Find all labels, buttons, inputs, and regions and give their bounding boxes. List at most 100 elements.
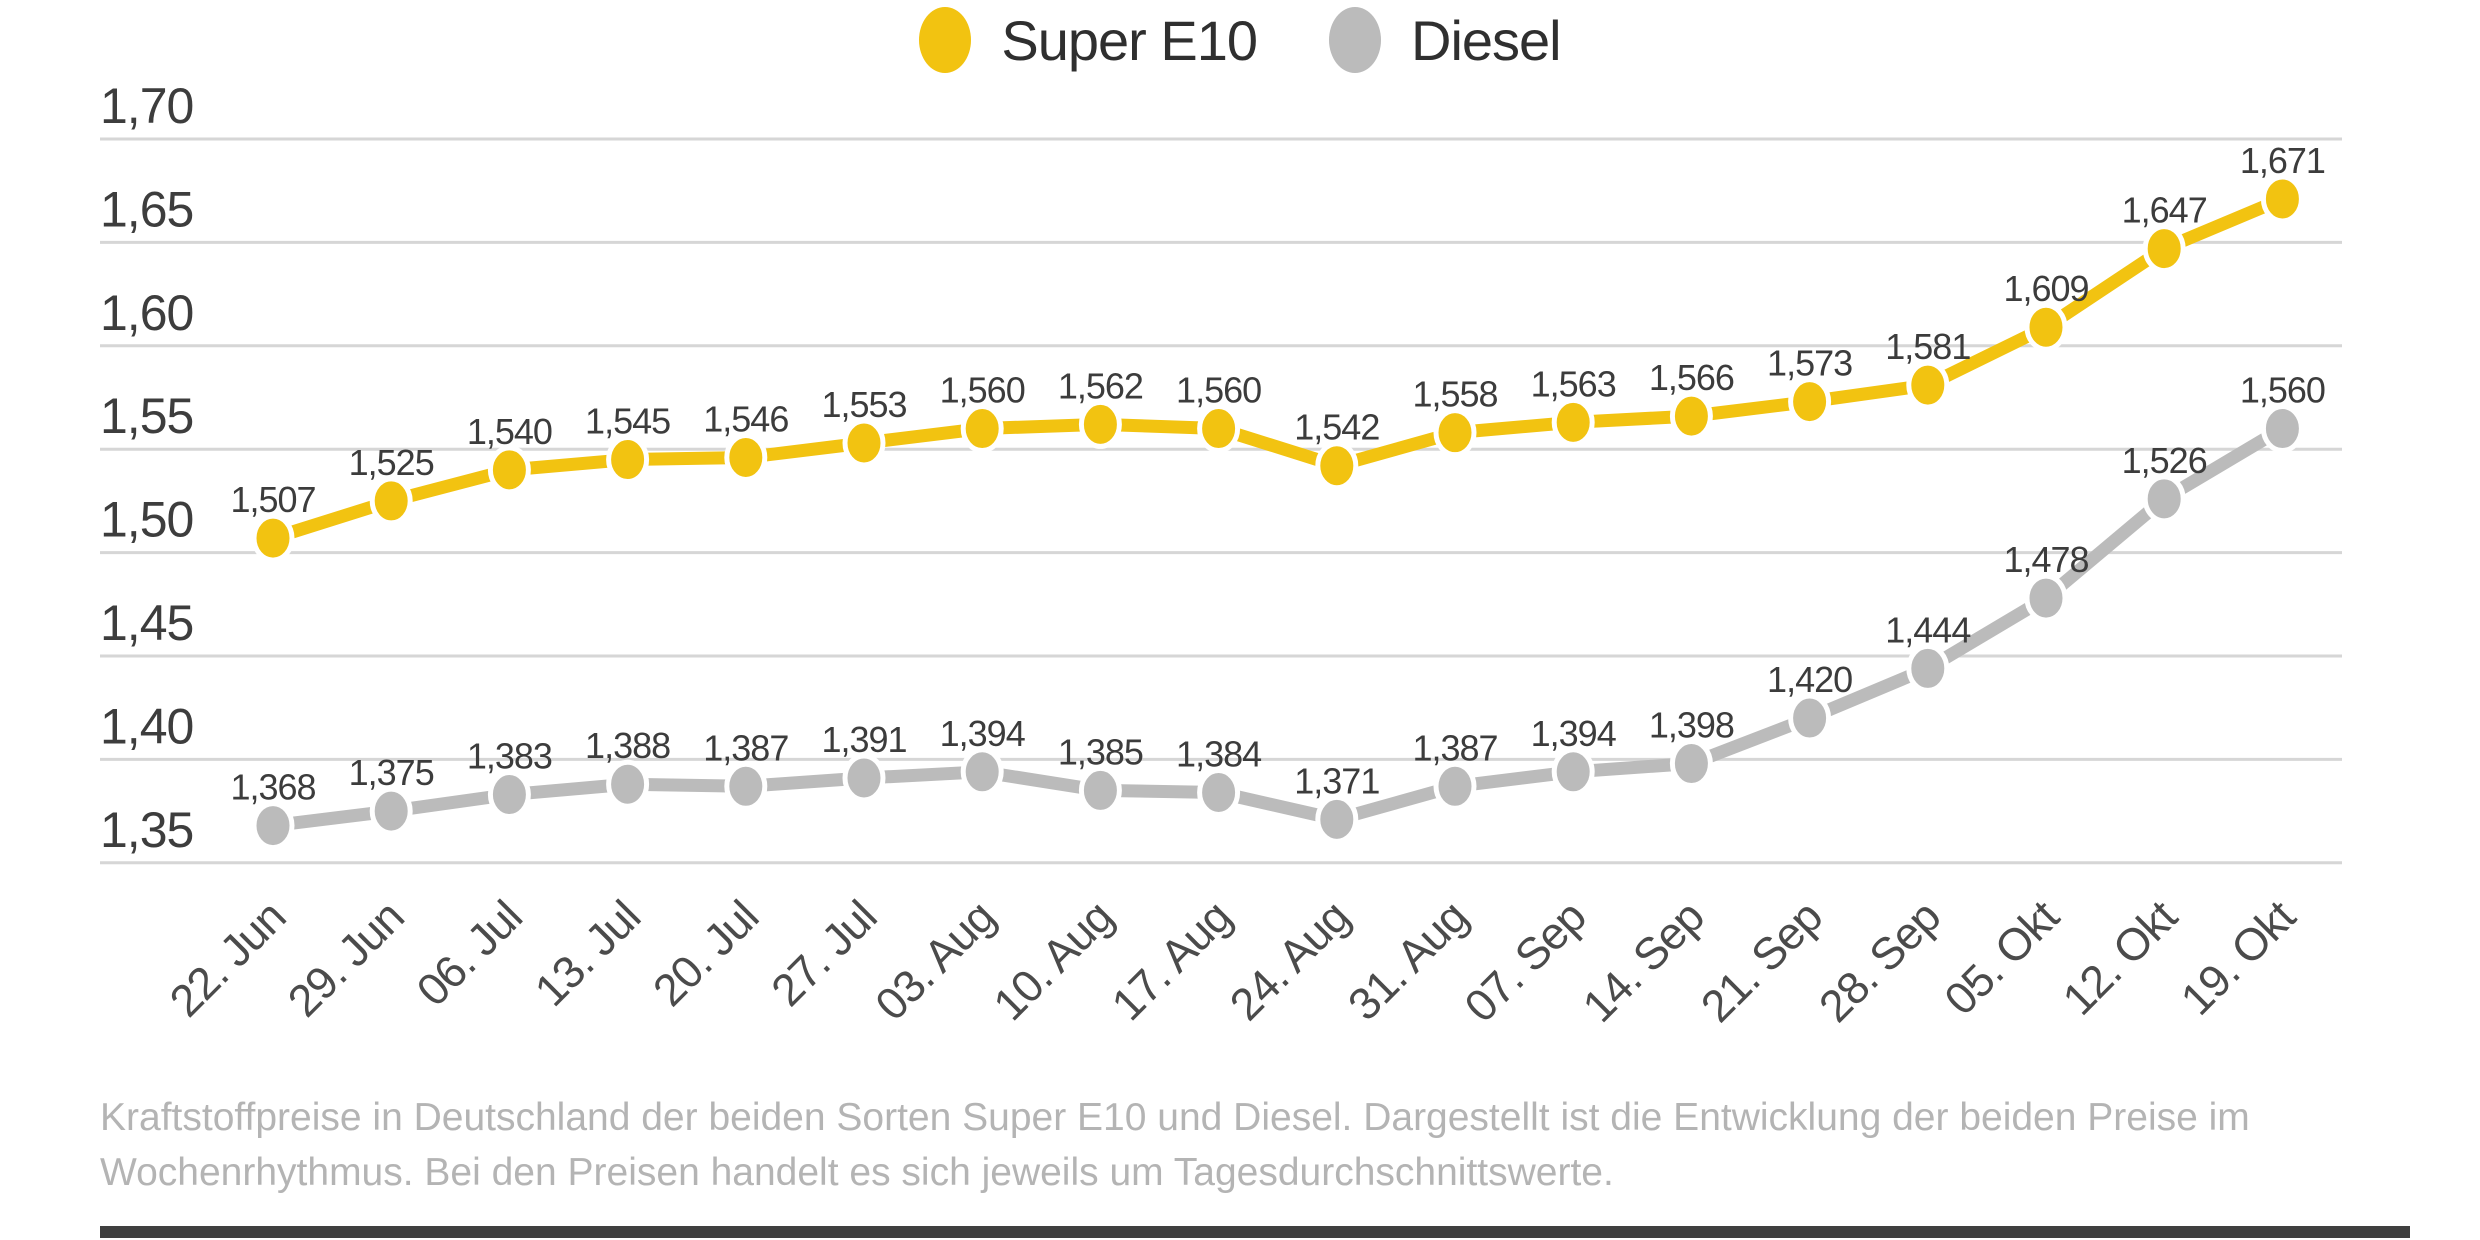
footer-divider-bar	[100, 1226, 2410, 1238]
legend-item-super-e10: Super E10	[919, 7, 1258, 73]
x-axis-tick-label: 21. Sep	[1691, 891, 1832, 1032]
data-point	[960, 747, 1004, 797]
y-axis-tick-label: 1,70	[100, 78, 193, 134]
chart-legend: Super E10 Diesel	[0, 4, 2480, 76]
data-point	[1315, 794, 1359, 844]
data-point-value-label: 1,391	[821, 719, 906, 760]
data-point-value-label: 1,553	[821, 384, 906, 425]
data-point	[960, 404, 1004, 454]
data-point-value-label: 1,394	[1531, 713, 1616, 754]
data-point	[842, 418, 886, 468]
legend-label-super-e10: Super E10	[1001, 8, 1258, 72]
data-point	[1906, 643, 1950, 693]
data-point-value-label: 1,387	[703, 727, 788, 768]
x-axis-tick-label: 22. Jun	[160, 891, 295, 1026]
data-point	[369, 786, 413, 836]
x-axis-tick-label: 17. Aug	[1102, 891, 1241, 1030]
x-axis-tick-label: 14. Sep	[1573, 891, 1714, 1032]
data-point	[487, 770, 531, 820]
x-axis-tick-label: 24. Aug	[1220, 891, 1359, 1030]
legend-item-diesel: Diesel	[1329, 7, 1562, 73]
data-point-value-label: 1,540	[467, 411, 552, 452]
y-axis-tick-label: 1,55	[100, 388, 193, 444]
data-point-value-label: 1,526	[2122, 440, 2207, 481]
x-axis-tick-label: 28. Sep	[1809, 891, 1950, 1032]
y-axis-tick-label: 1,60	[100, 285, 193, 341]
x-axis-tick-label: 03. Aug	[865, 891, 1004, 1030]
data-point	[487, 445, 531, 495]
data-point	[2142, 474, 2186, 524]
data-point	[724, 761, 768, 811]
data-point	[606, 435, 650, 485]
data-point	[1315, 441, 1359, 491]
data-point-value-label: 1,573	[1767, 343, 1852, 384]
data-point-value-label: 1,388	[585, 725, 670, 766]
data-point-value-label: 1,384	[1176, 733, 1261, 774]
data-point-value-label: 1,542	[1294, 407, 1379, 448]
data-point-value-label: 1,375	[349, 752, 434, 793]
data-point-value-label: 1,566	[1649, 357, 1734, 398]
data-point-value-label: 1,558	[1412, 374, 1497, 415]
data-point	[1197, 767, 1241, 817]
data-point-value-label: 1,525	[349, 442, 434, 483]
data-point-value-label: 1,371	[1294, 760, 1379, 801]
data-point-value-label: 1,560	[940, 370, 1025, 411]
x-axis-tick-label: 05. Okt	[1934, 890, 2069, 1025]
data-point-value-label: 1,562	[1058, 365, 1143, 406]
data-point-value-label: 1,507	[230, 479, 315, 520]
x-axis-tick-label: 19. Okt	[2171, 890, 2306, 1025]
data-point-value-label: 1,563	[1531, 363, 1616, 404]
data-point	[2260, 174, 2304, 224]
x-axis-tick-label: 07. Sep	[1454, 891, 1595, 1032]
data-point-value-label: 1,545	[585, 401, 670, 442]
diesel-dot-icon	[1329, 7, 1381, 73]
data-point-value-label: 1,581	[1885, 326, 1970, 367]
data-point	[1551, 747, 1595, 797]
x-axis-tick-label: 06. Jul	[407, 891, 532, 1016]
data-point	[1433, 761, 1477, 811]
data-point-value-label: 1,394	[940, 713, 1025, 754]
chart-caption: Kraftstoffpreise in Deutschland der beid…	[100, 1090, 2420, 1200]
data-point	[2142, 224, 2186, 274]
data-point-value-label: 1,478	[2003, 539, 2088, 580]
data-point-value-label: 1,671	[2240, 140, 2325, 181]
data-point-value-label: 1,560	[2240, 370, 2325, 411]
data-point	[1788, 693, 1832, 743]
x-axis-tick-label: 10. Aug	[983, 891, 1122, 1030]
x-axis-tick-label: 31. Aug	[1338, 891, 1477, 1030]
series-line-super-e10	[271, 192, 2285, 545]
data-point	[2260, 404, 2304, 454]
data-point	[2024, 302, 2068, 352]
data-point-value-label: 1,368	[230, 767, 315, 808]
x-axis-tick-label: 29. Jun	[278, 891, 413, 1026]
caption-line-1: Kraftstoffpreise in Deutschland der beid…	[100, 1096, 2250, 1139]
caption-line-2: Wochenrhythmus. Bei den Preisen handelt …	[100, 1151, 1614, 1194]
x-axis-tick-label: 13. Jul	[525, 891, 650, 1016]
data-point-value-label: 1,546	[703, 398, 788, 439]
data-point-value-label: 1,385	[1058, 731, 1143, 772]
data-point	[1669, 391, 1713, 441]
data-point-value-label: 1,560	[1176, 370, 1261, 411]
data-point	[251, 801, 295, 851]
x-axis-tick-label: 20. Jul	[643, 891, 768, 1016]
y-axis-tick-label: 1,50	[100, 492, 193, 548]
data-point	[724, 432, 768, 482]
series-line-diesel	[272, 422, 2286, 833]
data-point	[842, 753, 886, 803]
data-point	[2024, 573, 2068, 623]
data-point-value-label: 1,647	[2122, 190, 2207, 231]
y-axis-tick-label: 1,65	[100, 181, 193, 237]
y-axis-tick-label: 1,40	[100, 698, 193, 754]
data-point	[1906, 360, 1950, 410]
data-point	[1078, 765, 1122, 815]
data-point	[369, 476, 413, 526]
data-point-value-label: 1,420	[1767, 659, 1852, 700]
data-point	[1788, 377, 1832, 427]
data-point-value-label: 1,387	[1412, 727, 1497, 768]
data-point	[1433, 408, 1477, 458]
data-point	[1078, 399, 1122, 449]
data-point	[1197, 404, 1241, 454]
data-point-value-label: 1,398	[1649, 705, 1734, 746]
data-point	[251, 513, 295, 563]
